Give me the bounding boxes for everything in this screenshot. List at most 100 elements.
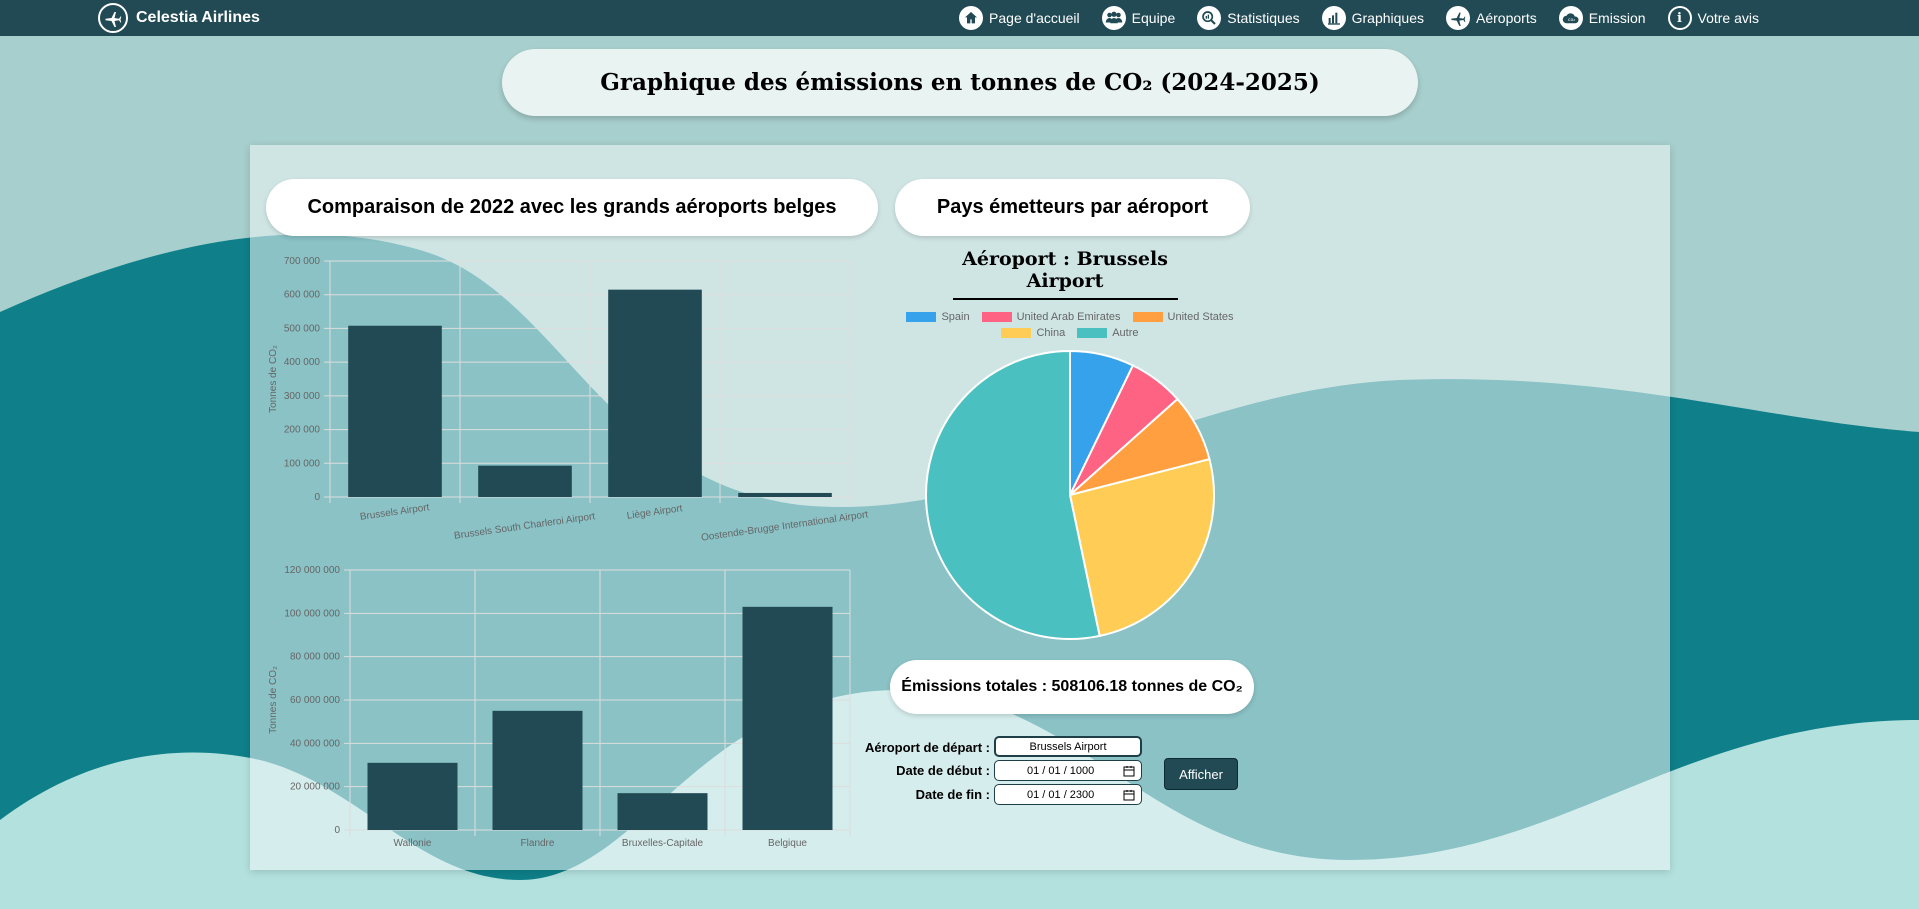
end-date-value: 01 / 01 / 2300 <box>1027 788 1095 801</box>
start-date-value: 01 / 01 / 1000 <box>1027 764 1095 777</box>
chart-icon <box>1321 6 1346 30</box>
nav-item-home[interactable]: Page d'accueil <box>959 6 1080 30</box>
legend-item[interactable]: Spain <box>906 311 970 323</box>
bar[interactable] <box>348 325 442 497</box>
departure-airport-value[interactable] <box>996 739 1140 754</box>
calendar-icon[interactable] <box>1123 789 1135 804</box>
legend-label: United States <box>1167 311 1234 323</box>
x-tick-label: Brussels South Charleroi Airport <box>453 511 596 542</box>
legend-label: Autre <box>1112 327 1139 339</box>
nav-label: Statistiques <box>1227 10 1300 26</box>
y-tick-label: 200 000 <box>284 425 321 436</box>
nav-item-charts[interactable]: Graphiques <box>1321 6 1425 30</box>
co2-cloud-icon: co₂ <box>1558 6 1583 30</box>
nav-item-team[interactable]: Equipe <box>1101 6 1176 30</box>
nav-label: Aéroports <box>1476 10 1537 26</box>
countries-section-title: Pays émetteurs par aéroport <box>895 179 1250 236</box>
home-icon <box>959 6 984 30</box>
y-tick-label: 100 000 000 <box>284 608 340 619</box>
show-button[interactable]: Afficher <box>1164 758 1238 790</box>
nav-label: Graphiques <box>1351 10 1425 26</box>
end-date-input[interactable]: 01 / 01 / 2300 <box>994 784 1142 805</box>
regions-bar-chart: 0 20 000 000 40 000 000 60 000 000 80 000 00… <box>268 565 851 849</box>
nav-label: Equipe <box>1131 10 1176 26</box>
y-tick-label: 100 000 <box>284 458 321 469</box>
y-tick-label: 300 000 <box>284 391 321 402</box>
legend-item[interactable]: Autre <box>1077 327 1139 339</box>
y-tick-label: 0 <box>314 492 320 503</box>
bar[interactable] <box>617 793 708 830</box>
airports-bar-chart: 0 100 000 200 000 300 000 400 000 500 000 600 … <box>268 256 869 544</box>
legend-label: United Arab Emirates <box>1016 311 1121 323</box>
stats-icon <box>1197 6 1222 30</box>
bar[interactable] <box>367 762 458 830</box>
x-tick-label: Oostende-Brugge International Airport <box>700 509 869 543</box>
y-tick-label: 40 000 000 <box>290 738 340 749</box>
total-emissions-box: Émissions totales : 508106.18 tonnes de … <box>890 660 1254 714</box>
nav-item-emission[interactable]: co₂ Emission <box>1558 6 1646 30</box>
x-tick-label: Flandre <box>521 838 555 849</box>
bar[interactable] <box>492 710 583 830</box>
x-tick-label: Belgique <box>768 838 807 849</box>
y-tick-label: 60 000 000 <box>290 695 340 706</box>
y-tick-label: 700 000 <box>284 256 321 267</box>
x-tick-label: Wallonie <box>394 838 432 849</box>
countries-title-text: Pays émetteurs par aéroport <box>936 196 1209 218</box>
y-tick-label: 400 000 <box>284 357 321 368</box>
nav-label: Votre avis <box>1697 10 1759 26</box>
end-date-label: Date de fin : <box>915 787 990 802</box>
team-icon <box>1101 6 1126 30</box>
start-date-input[interactable]: 01 / 01 / 1000 <box>994 760 1142 781</box>
legend-swatch <box>1077 328 1108 338</box>
legend-item[interactable]: China <box>1001 327 1065 339</box>
y-tick-label: 80 000 000 <box>290 652 340 663</box>
pie-slice[interactable] <box>925 349 1101 640</box>
total-emissions-text: Émissions totales : 508106.18 tonnes de … <box>901 678 1243 695</box>
top-navbar: Celestia Airlines Page d'accueil Equipe … <box>0 0 1919 36</box>
y-axis-label: Tonnes de CO₂ <box>268 345 279 413</box>
departure-airport-input[interactable] <box>994 736 1142 757</box>
departure-label: Aéroport de départ : <box>865 740 990 755</box>
bar[interactable] <box>742 606 833 830</box>
x-tick-label: Liège Airport <box>626 503 683 522</box>
nav-item-airports[interactable]: Aéroports <box>1446 6 1537 30</box>
pie-slice[interactable] <box>1068 457 1215 638</box>
legend-swatch <box>1132 312 1163 322</box>
svg-text:co₂: co₂ <box>1568 18 1575 23</box>
info-icon: i <box>1667 6 1692 30</box>
countries-pie-chart <box>925 349 1215 640</box>
nav-label: Page d'accueil <box>989 10 1080 26</box>
x-tick-label: Brussels Airport <box>359 502 430 523</box>
y-tick-label: 20 000 000 <box>290 782 340 793</box>
page-title-box: Graphique des émissions en tonnes de CO₂… <box>502 49 1418 116</box>
x-tick-label: Bruxelles-Capitale <box>622 838 704 849</box>
y-axis-label: Tonnes de CO₂ <box>268 666 279 734</box>
pie-title: Aéroport : Brussels Airport <box>962 248 1168 292</box>
brand-name: Celestia Airlines <box>136 9 260 26</box>
legend-swatch <box>906 312 937 322</box>
y-tick-label: 600 000 <box>284 290 321 301</box>
legend-label: Spain <box>941 311 970 323</box>
bar[interactable] <box>478 465 572 497</box>
calendar-icon[interactable] <box>1123 765 1135 780</box>
nav-item-stats[interactable]: Statistiques <box>1197 6 1300 30</box>
pie-legend: Spain United Arab Emirates United States Ch… <box>905 311 1235 339</box>
y-tick-label: 0 <box>334 825 340 836</box>
pie-title-block: Aéroport : Brussels Airport <box>930 248 1200 300</box>
legend-swatch <box>1001 328 1032 338</box>
nav-item-feedback[interactable]: i Votre avis <box>1667 6 1759 30</box>
comparison-title-text: Comparaison de 2022 avec les grands aéro… <box>307 196 837 218</box>
bar[interactable] <box>738 492 832 497</box>
nav-label: Emission <box>1588 10 1646 26</box>
y-tick-label: 120 000 000 <box>284 565 340 576</box>
legend-item[interactable]: United Arab Emirates <box>981 311 1121 323</box>
legend-item[interactable]: United States <box>1132 311 1234 323</box>
start-date-label: Date de début : <box>896 763 990 778</box>
bar[interactable] <box>608 289 702 497</box>
brand[interactable]: Celestia Airlines <box>98 3 260 33</box>
legend-swatch <box>981 312 1012 322</box>
plane-icon <box>98 3 128 33</box>
y-tick-label: 500 000 <box>284 323 321 334</box>
page-title: Graphique des émissions en tonnes de CO₂… <box>600 69 1320 96</box>
legend-label: China <box>1036 327 1066 339</box>
